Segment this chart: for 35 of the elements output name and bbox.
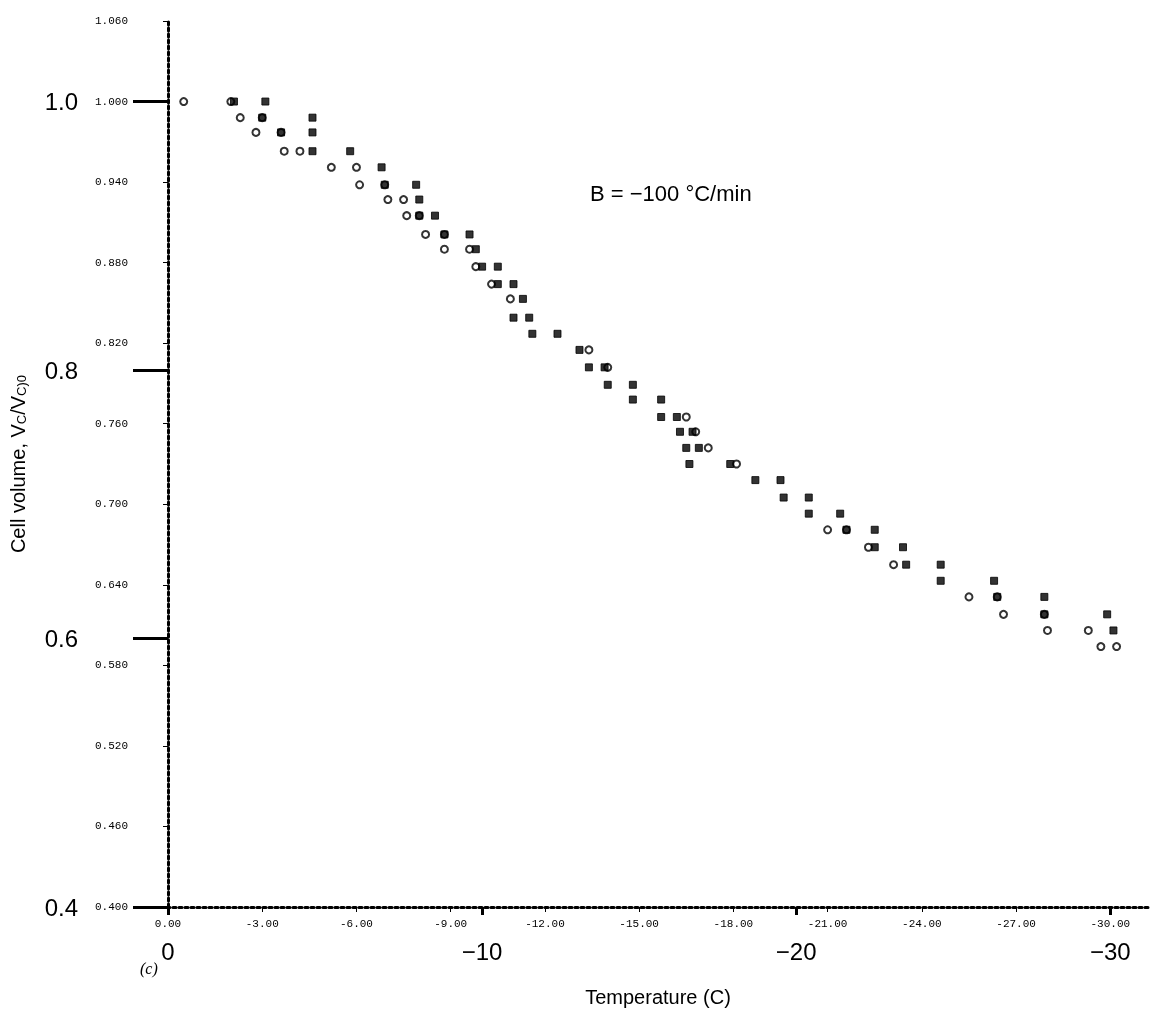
y2-tick-label: 0.700 bbox=[94, 498, 128, 511]
x2-tick-label: -12.00 bbox=[525, 917, 565, 930]
x-tick-label: −10 bbox=[461, 937, 503, 965]
x2-tick-label: -18.00 bbox=[713, 917, 754, 930]
y-tick-label: 0.6 bbox=[44, 625, 78, 653]
x-axis-title: Temperature (C) bbox=[585, 986, 731, 1008]
y2-tick-label: 0.940 bbox=[94, 176, 128, 189]
x2-tick-label: -15.00 bbox=[619, 917, 659, 930]
y2-tick-label: 1.000 bbox=[94, 95, 128, 108]
text: (c) bbox=[140, 959, 158, 978]
y2-tick-label: 1.060 bbox=[94, 15, 128, 27]
y-tick-label: 0.8 bbox=[44, 356, 78, 384]
y2-tick-label: 0.820 bbox=[94, 337, 128, 350]
annotation: B = −100 °C/min bbox=[590, 180, 752, 206]
x2-tick-label: -21.00 bbox=[807, 917, 848, 930]
y2-tick-label: 0.460 bbox=[94, 820, 128, 833]
x-tick-label: −20 bbox=[775, 937, 817, 965]
x2-tick-label: -24.00 bbox=[902, 917, 942, 930]
y2-tick-label: 0.640 bbox=[94, 578, 128, 591]
y2-tick-label: 0.520 bbox=[94, 739, 128, 752]
x2-tick-label: -3.00 bbox=[245, 917, 279, 930]
x2-tick-label: -6.00 bbox=[339, 917, 373, 930]
y-tick-label: 0.4 bbox=[44, 893, 78, 921]
y2-tick-label: 0.400 bbox=[94, 901, 128, 913]
y2-tick-label: 0.580 bbox=[94, 659, 128, 672]
x-tick-label: −30 bbox=[1089, 937, 1131, 965]
x-tick-label: 0 bbox=[161, 937, 175, 965]
x2-tick-label: 0.00 bbox=[154, 917, 182, 930]
x2-tick-label: -30.00 bbox=[1090, 917, 1131, 930]
x2-tick-label: -9.00 bbox=[434, 917, 468, 930]
x2-tick-label: -27.00 bbox=[996, 917, 1036, 930]
y2-tick-label: 0.880 bbox=[94, 256, 128, 269]
y-axis-title: Cell volume, VC/VC)0 bbox=[7, 374, 29, 554]
y2-tick-label: 0.760 bbox=[94, 417, 128, 430]
y-tick-label: 1.0 bbox=[44, 88, 78, 116]
